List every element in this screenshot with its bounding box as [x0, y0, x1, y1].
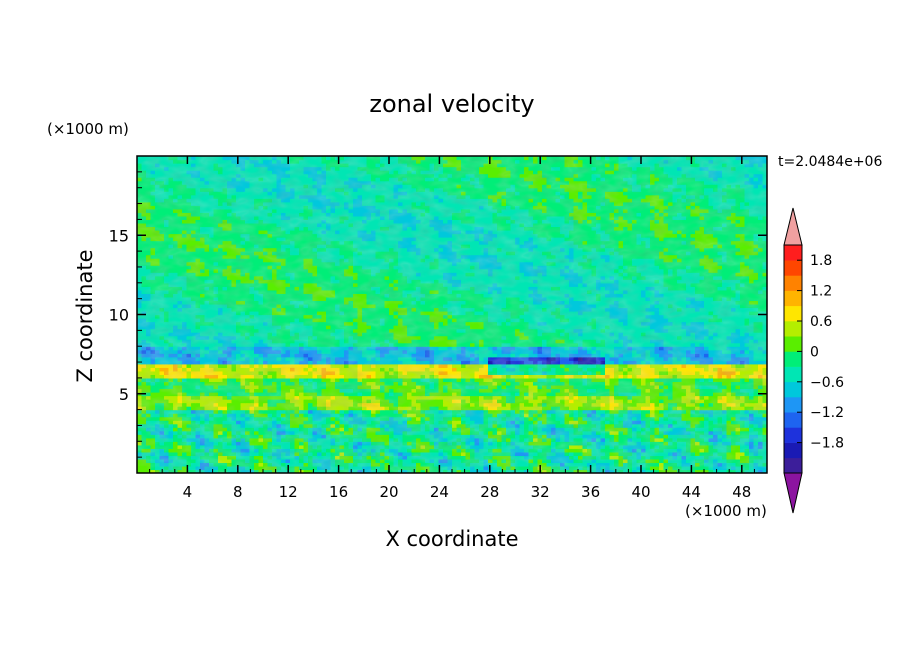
y-units-label: (×1000 m)	[47, 120, 129, 138]
time-label: t=2.0484e+06	[778, 154, 882, 170]
chart-title: zonal velocity	[369, 90, 534, 118]
